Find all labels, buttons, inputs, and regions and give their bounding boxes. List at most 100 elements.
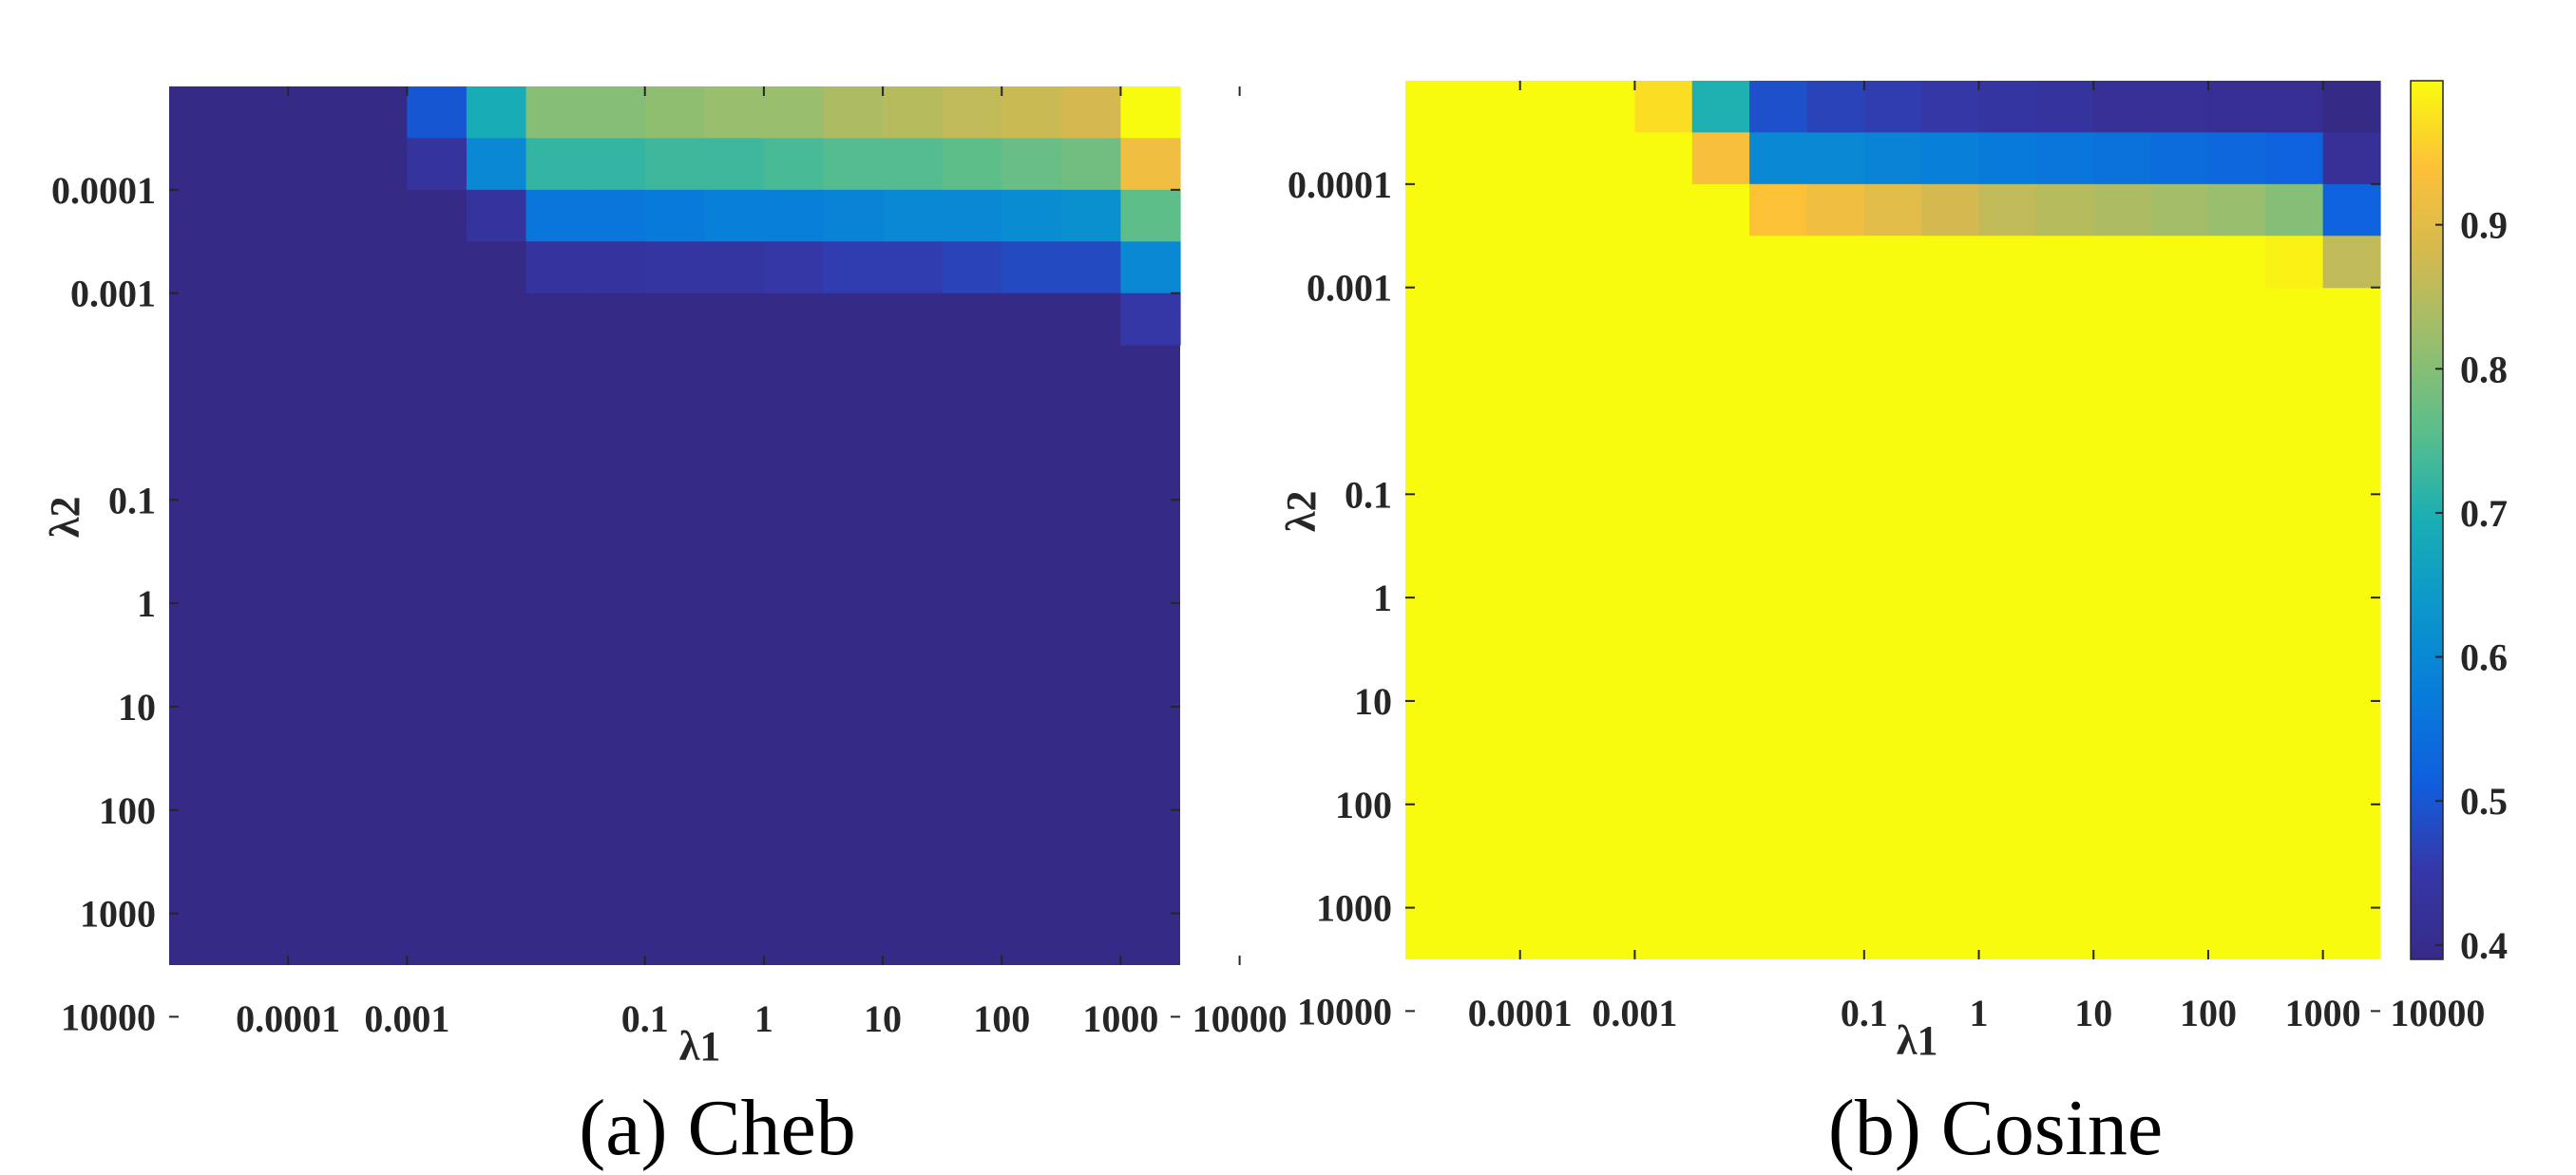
- heatmap-cell: [942, 189, 1002, 242]
- heatmap-cell: [1921, 81, 1980, 134]
- x-tick-label: 0.0001: [236, 997, 340, 1040]
- y-tick-label: 1000: [1316, 887, 1392, 930]
- heatmap-cell: [644, 138, 705, 191]
- colorbar: 0.4 0.5 0.6 0.7 0.8 0.9: [2410, 80, 2508, 967]
- y-tick-label: 100: [99, 789, 156, 832]
- heatmap-cell: [1863, 81, 1922, 134]
- heatmap-cell: [2093, 81, 2152, 134]
- y-tick-label: 1: [137, 582, 156, 625]
- heatmap-cell: [1634, 81, 1693, 134]
- heatmap-cell: [1806, 236, 1865, 289]
- heatmap-cell: [704, 293, 765, 346]
- x-tick-label: 1: [754, 997, 773, 1040]
- heatmap-cell: [2265, 132, 2324, 185]
- heatmap-cell: [1691, 81, 1750, 134]
- heatmap-cell: [169, 241, 230, 294]
- heatmap-cell: [407, 189, 467, 242]
- heatmap-cell: [883, 293, 944, 346]
- heatmap-cell: [347, 241, 408, 294]
- heatmap-cell: [2322, 81, 2381, 134]
- heatmap-cell: [1806, 183, 1865, 237]
- heatmap-cell: [2035, 132, 2094, 185]
- y-tick-label: 10000: [61, 995, 156, 1038]
- heatmap-cell: [1921, 132, 1980, 185]
- heatmap-cell: [1863, 236, 1922, 289]
- heatmap-cell: [466, 189, 527, 242]
- heatmap-cell: [466, 293, 527, 346]
- heatmap-cell: [1060, 293, 1122, 346]
- colorbar-scale: [2410, 80, 2444, 960]
- heatmap-cell: [288, 241, 349, 294]
- heatmap-cell: [1120, 86, 1181, 140]
- heatmap-cell: [2093, 236, 2152, 289]
- y-tick-label: 0.1: [108, 479, 156, 521]
- heatmap-cell: [169, 189, 230, 242]
- heatmap-cell: [1978, 132, 2037, 185]
- heatmap-cell: [525, 293, 586, 346]
- y-tick-label: 100: [1335, 784, 1392, 826]
- heatmap-cell: [823, 86, 884, 140]
- heatmap-cell: [288, 86, 349, 140]
- heatmap-cell: [1749, 236, 1808, 289]
- heatmap-cell: [1519, 183, 1578, 237]
- heatmap-cell: [704, 241, 765, 294]
- x-axis-label: λ1: [1897, 1017, 1938, 1064]
- colorbar-tick-label: 0.7: [2460, 492, 2508, 535]
- x-tick-label: 1: [1970, 992, 1989, 1034]
- heatmap-cell: [704, 86, 765, 140]
- heatmap-cell: [2265, 183, 2324, 237]
- heatmap-cell: [1060, 241, 1122, 294]
- heatmap-cell: [644, 86, 705, 140]
- heatmap-cell: [1978, 236, 2037, 289]
- y-tick-label: 0.0001: [51, 169, 156, 212]
- heatmap-cell: [407, 138, 467, 191]
- colorbar-tick-label: 0.4: [2460, 924, 2508, 967]
- heatmap-cell: [763, 293, 825, 346]
- colorbar-tick-label: 0.6: [2460, 636, 2508, 679]
- heatmap-cell: [1060, 86, 1122, 140]
- x-tick-label: 0.001: [1592, 992, 1677, 1034]
- heatmap-cell: [1120, 293, 1181, 346]
- heatmap-cell: [942, 293, 1002, 346]
- heatmap-cell: [466, 86, 527, 140]
- heatmap-cell: [2207, 81, 2266, 134]
- heatmap-cell: [883, 138, 944, 191]
- heatmap-cell: [1002, 189, 1062, 242]
- heatmap-cell: [228, 293, 289, 346]
- heatmap-cell: [228, 138, 289, 191]
- heatmap-cell: [1634, 183, 1693, 237]
- heatmap-cell: [942, 241, 1002, 294]
- heatmap-cell: [525, 189, 586, 242]
- heatmap-cell: [228, 189, 289, 242]
- y-tick-label: 0.001: [70, 273, 156, 315]
- heatmap-cell: [823, 293, 884, 346]
- y-axis-label: λ2: [42, 496, 88, 538]
- heatmap-cell: [169, 293, 230, 346]
- heatmap-cell: [347, 293, 408, 346]
- heatmap-cell: [585, 189, 646, 242]
- heatmap-cell: [1749, 183, 1808, 237]
- heatmap-cell: [704, 138, 765, 191]
- heatmap-cell: [525, 86, 586, 140]
- heatmap-cell: [1577, 132, 1636, 185]
- heatmap-cell: [1519, 236, 1578, 289]
- heatmap-cell: [2150, 132, 2209, 185]
- y-tick-label: 0.001: [1307, 267, 1392, 310]
- heatmap-cell: [763, 241, 825, 294]
- heatmap-cell: [644, 293, 705, 346]
- heatmap-cell: [1120, 138, 1181, 191]
- heatmap-cell: [2150, 81, 2209, 134]
- x-tick-label: 0.1: [621, 997, 669, 1040]
- heatmap-cell: [1921, 183, 1980, 237]
- x-tick-label: 100: [2180, 992, 2237, 1034]
- heatmap-cell: [763, 189, 825, 242]
- heatmap-cell: [1120, 189, 1181, 242]
- heatmap-cell: [2265, 236, 2324, 289]
- heatmap-cell: [525, 138, 586, 191]
- panel-caption: (a) Cheb: [579, 1084, 856, 1172]
- heatmap-cell: [1519, 81, 1578, 134]
- heatmap-cell: [2035, 236, 2094, 289]
- y-axis-label: λ2: [1278, 490, 1325, 532]
- x-tick-label: 0.001: [364, 997, 449, 1040]
